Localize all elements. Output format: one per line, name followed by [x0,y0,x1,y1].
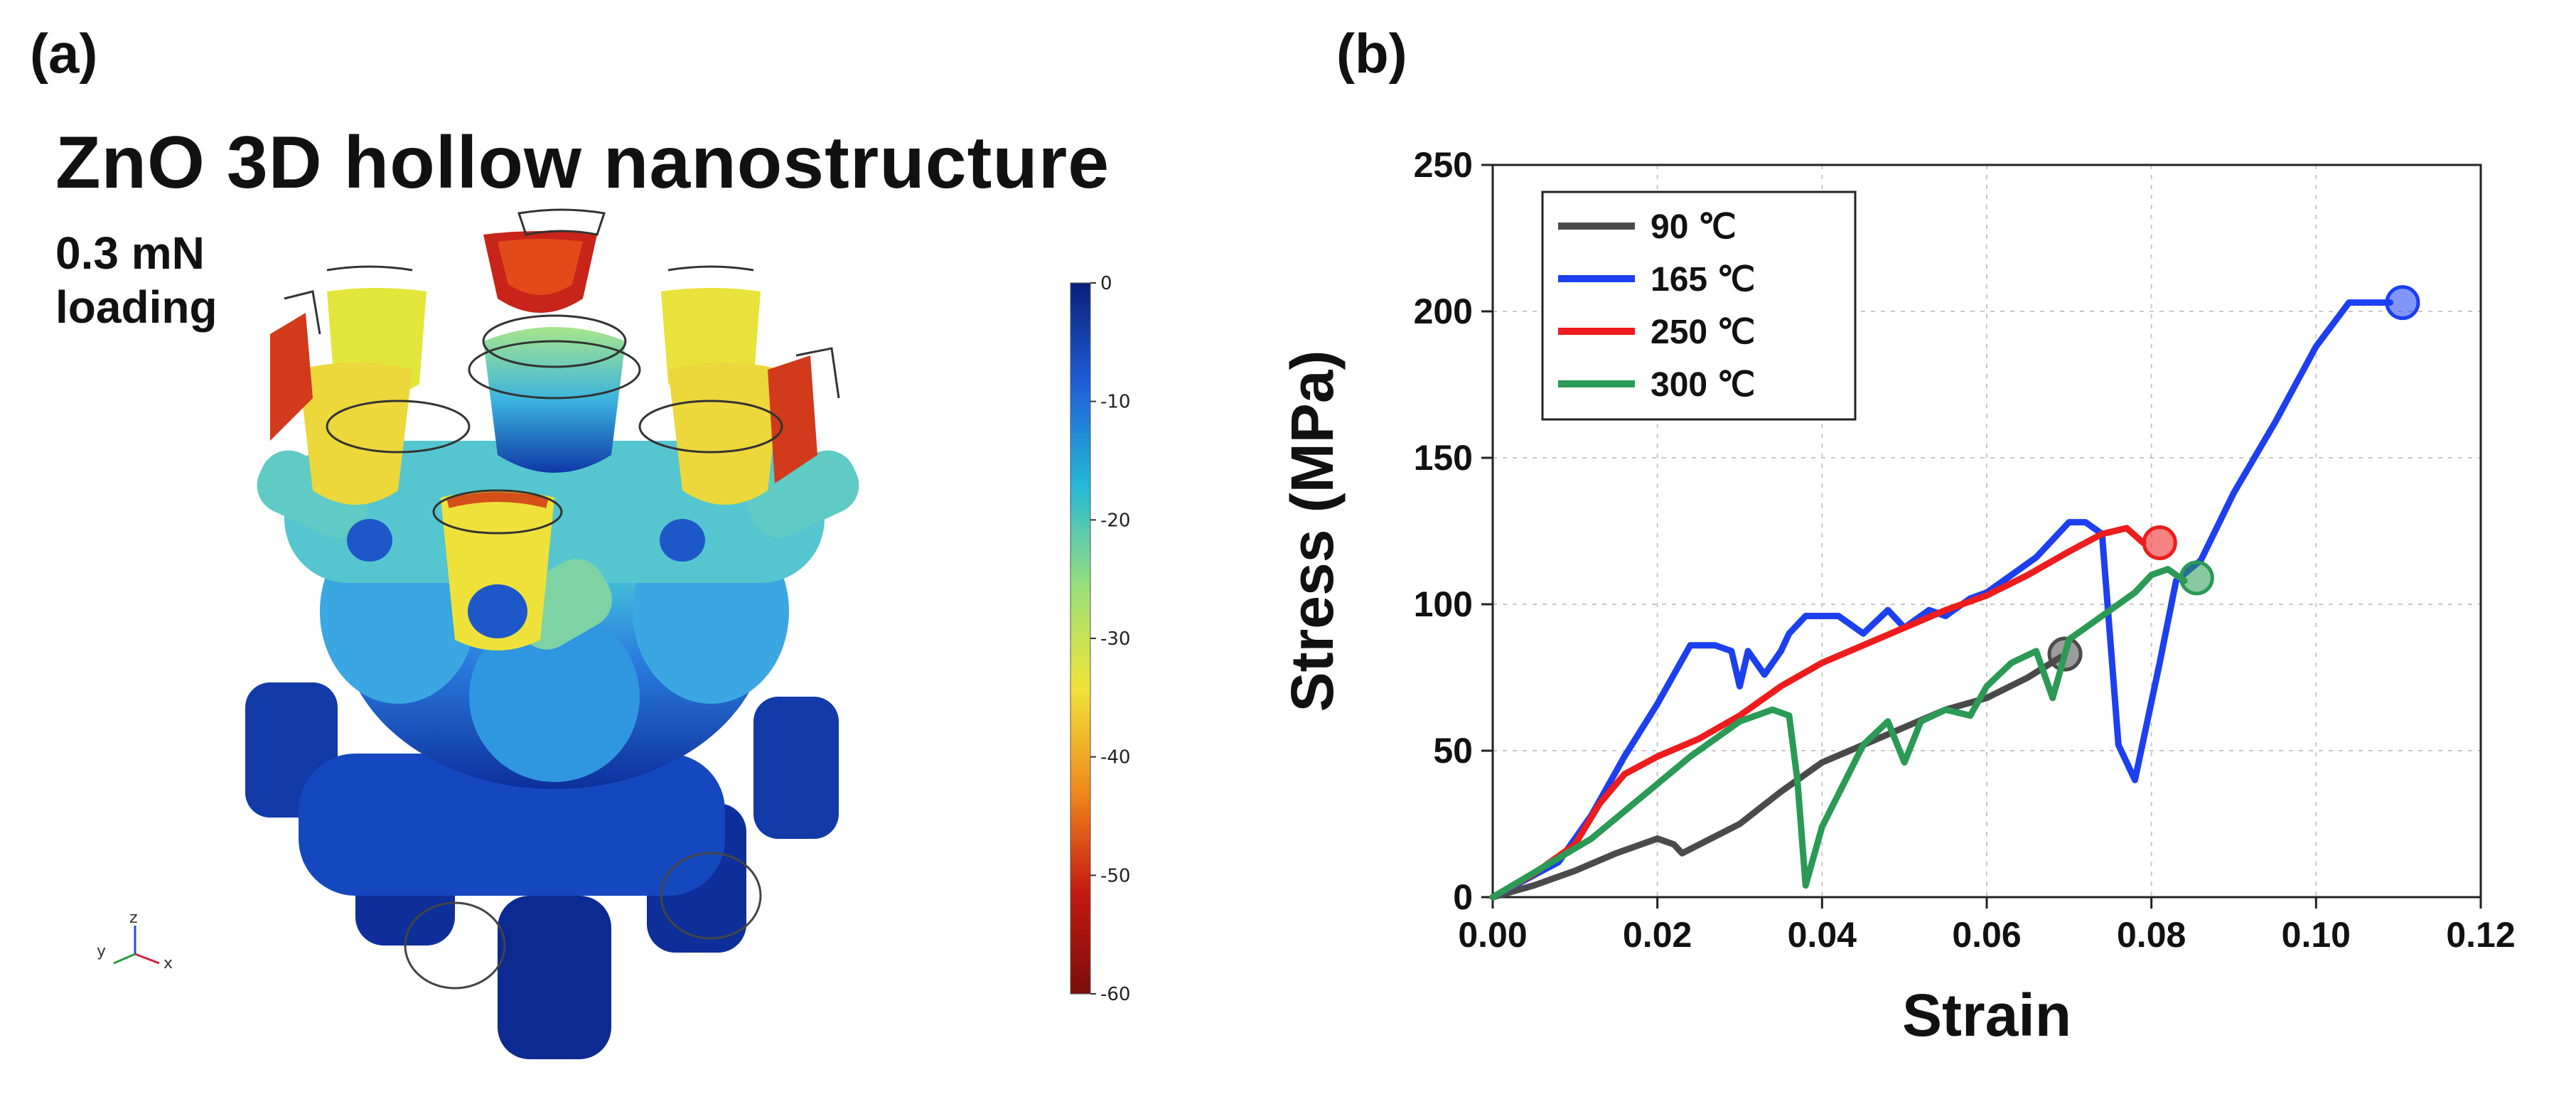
coordinate-triad: z x y [97,909,173,973]
triad-y-label: y [97,943,106,960]
colorbar: 0 -10 -20 -30 -40 -50 -60 [1070,273,1130,1005]
colorbar-tick-label: -20 [1100,510,1130,531]
panel-a-label: (a) [30,22,98,85]
x-axis-label: Strain [1902,982,2071,1049]
legend-label: 90 ℃ [1651,208,1737,246]
series-end-marker [2385,285,2420,321]
chart-legend: 90 ℃ 165 ℃ 250 ℃ 300 ℃ [1541,191,1857,421]
colorbar-tick-label: -40 [1100,747,1130,768]
x-tick-label: 0.10 [2282,915,2351,955]
y-tick-label: 250 [1414,145,1473,185]
series-end-marker [2142,525,2177,560]
legend-label: 300 ℃ [1651,366,1755,404]
series-line [1489,525,2147,901]
legend-label: 250 ℃ [1651,314,1755,351]
legend-label: 165 ℃ [1651,261,1755,299]
colorbar-bar [1070,282,1091,995]
undeformed-outline [284,208,840,535]
y-tick-label: 150 [1414,438,1473,478]
structure-cups [270,231,817,650]
y-tick-label: 200 [1414,291,1473,331]
fem-simulation-figure: z x y 0 -10 -20 -30 -40 -50 -60 [97,208,1130,1059]
x-tick-label: 0.02 [1623,915,1692,955]
simulation-title: ZnO 3D hollow nanostructure [55,122,1110,204]
colorbar-tick-label: -50 [1100,865,1130,886]
x-tick-label: 0.08 [2117,915,2186,955]
x-tick-label: 0.06 [1952,915,2021,955]
x-tick-label: 0.12 [2446,915,2515,955]
colorbar-tick-label: 0 [1100,273,1112,294]
load-mode: loading [55,282,218,333]
y-tick-label: 0 [1453,877,1473,917]
x-tick-label: 0.00 [1458,915,1527,955]
y-tick-label: 100 [1414,584,1473,624]
nanostructure-render [245,208,859,1059]
chart-series [1489,285,2420,901]
chart-axes-ticks: 0.00 0.02 0.04 0.06 0.08 0.10 0.12 0 50 100 150 200… [1414,145,2516,955]
x-tick-label: 0.04 [1788,915,1857,955]
series-line [1489,566,2188,901]
series-line [1489,653,2064,901]
colorbar-tick-label: -30 [1100,628,1130,650]
panel-b-label: (b) [1336,22,1407,85]
colorbar-ticks: 0 -10 -20 -30 -40 -50 -60 [1090,273,1130,1005]
triad-x-label: x [163,955,173,973]
series-end-marker [2179,560,2214,596]
y-axis-label: Stress (MPa) [1279,350,1346,712]
triad-z-label: z [129,909,138,927]
structure-legs [245,682,839,1059]
load-value: 0.3 mN [55,227,205,279]
structure-arms [257,450,859,650]
colorbar-tick-label: -60 [1100,984,1130,1005]
colorbar-tick-label: -10 [1100,392,1130,413]
y-tick-label: 50 [1433,731,1473,771]
